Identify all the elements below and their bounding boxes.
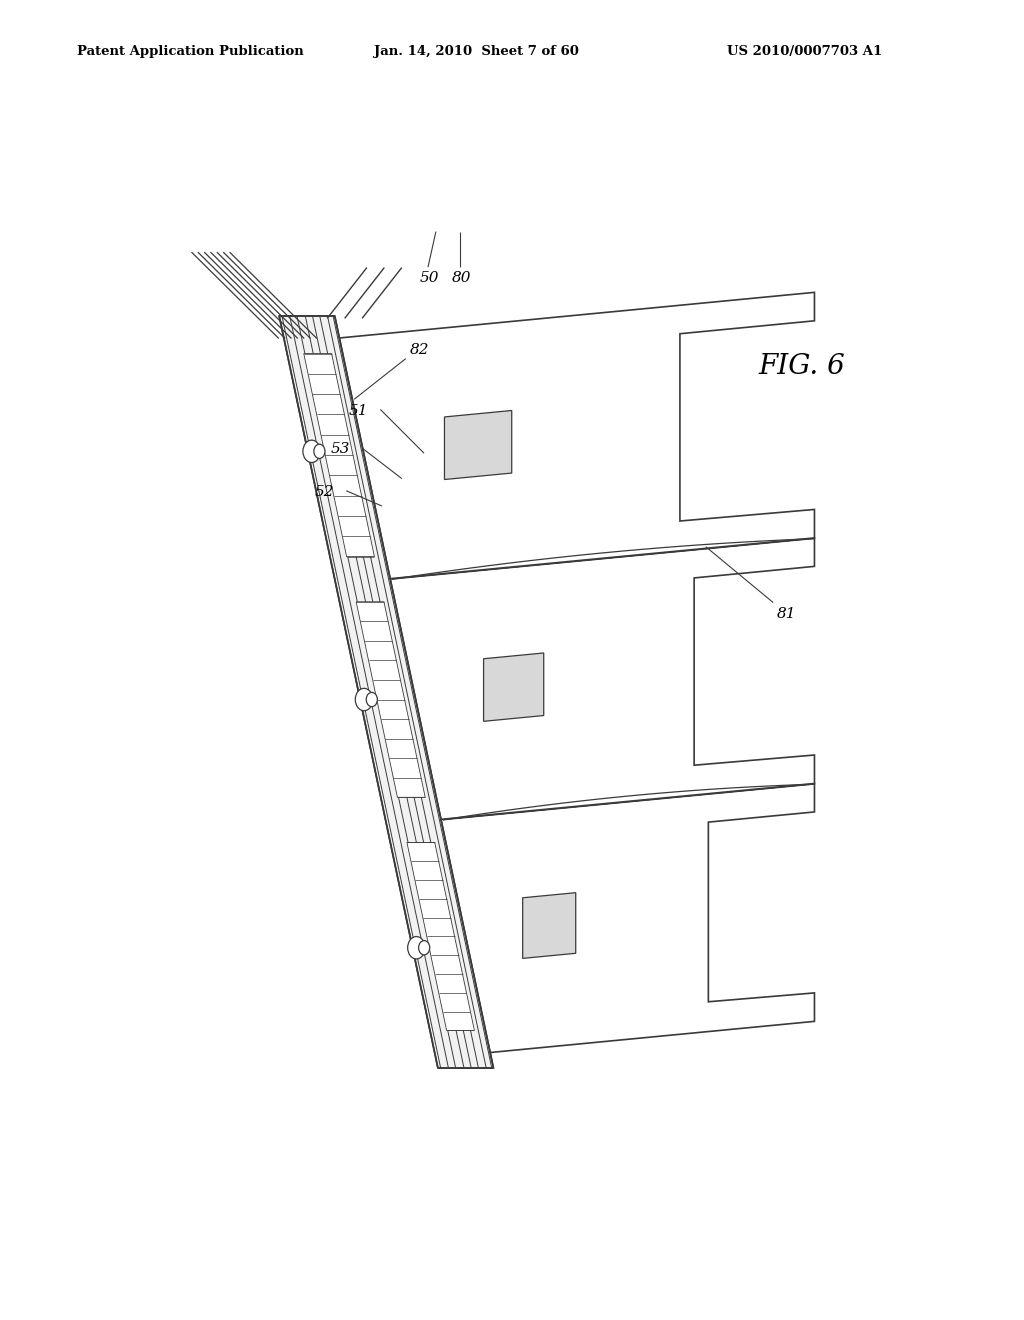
Circle shape [419,941,430,954]
Circle shape [303,440,321,462]
Circle shape [367,693,378,706]
Polygon shape [356,602,425,797]
Text: 50: 50 [420,272,439,285]
Circle shape [355,688,373,710]
Text: 80: 80 [452,272,471,285]
Text: 82: 82 [410,343,429,356]
Polygon shape [435,784,814,1053]
Text: 53: 53 [331,442,350,457]
Text: 81: 81 [777,607,797,620]
Polygon shape [385,539,814,820]
Text: US 2010/0007703 A1: US 2010/0007703 A1 [727,45,883,58]
Circle shape [408,937,425,958]
Text: FIG. 6: FIG. 6 [759,352,846,380]
Polygon shape [483,653,544,721]
Polygon shape [407,842,474,1031]
Polygon shape [280,315,494,1068]
Text: Patent Application Publication: Patent Application Publication [77,45,303,58]
Text: 52: 52 [314,484,334,499]
Polygon shape [304,354,375,557]
Polygon shape [334,292,814,579]
Text: Jan. 14, 2010  Sheet 7 of 60: Jan. 14, 2010 Sheet 7 of 60 [374,45,579,58]
Circle shape [314,445,325,458]
Text: 51: 51 [348,404,368,417]
Polygon shape [444,411,512,479]
Polygon shape [522,892,575,958]
